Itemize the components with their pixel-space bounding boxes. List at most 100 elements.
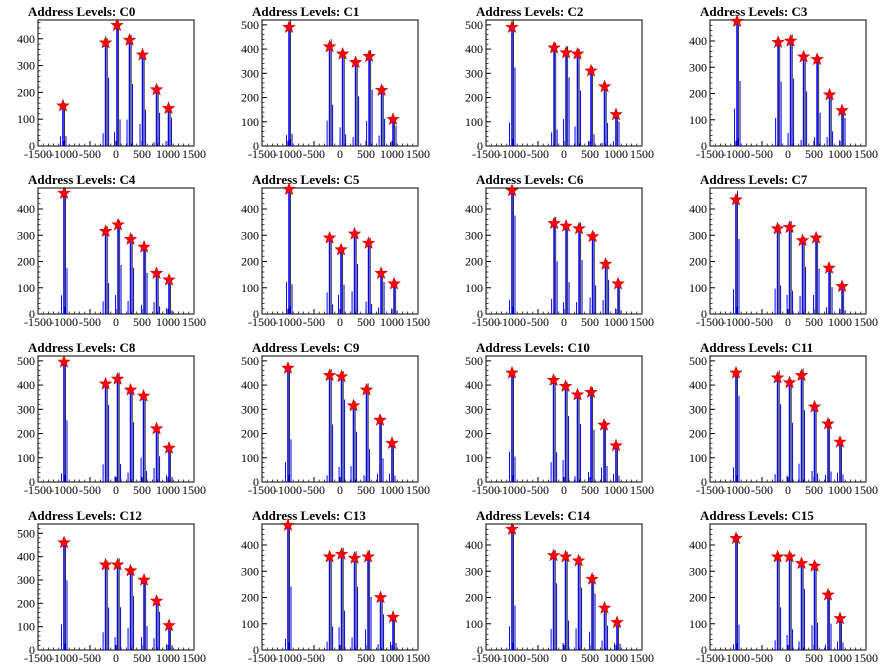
peak-marker: [334, 242, 348, 256]
y-tick-label: 400: [689, 378, 707, 392]
y-tick-label: 100: [465, 281, 483, 295]
y-tick-label: 300: [689, 60, 707, 74]
y-tick-label: 300: [17, 573, 35, 587]
y-tick-label: 0: [701, 139, 707, 153]
y-tick-label: 0: [29, 307, 35, 321]
peak-marker: [729, 531, 743, 545]
x-tick-label: 0: [561, 483, 567, 497]
peak-marker: [611, 276, 625, 290]
y-tick-label: 400: [241, 202, 259, 216]
peak-marker: [281, 361, 295, 374]
x-tick-label: 500: [581, 651, 599, 665]
peak-marker: [110, 371, 125, 385]
chart-title: Address Levels: C15: [700, 508, 814, 523]
x-tick-label: 500: [133, 651, 151, 665]
y-tick-label: 300: [689, 402, 707, 416]
x-tick-label: -1000: [498, 315, 526, 329]
y-tick-label: 100: [689, 617, 707, 631]
y-tick-label: 200: [241, 255, 259, 269]
chart-panel-c15: Address Levels: C15 0 100 200 300 400 -1500-10…: [689, 508, 878, 665]
x-tick-label: 1000: [604, 147, 628, 161]
chart-panel-c9: Address Levels: C90100200300400500-1500-…: [241, 340, 430, 497]
y-tick-label: 300: [17, 59, 35, 73]
x-tick-label: -1500: [472, 651, 500, 665]
peak-marker: [794, 556, 809, 570]
y-tick-label: 500: [689, 354, 707, 368]
peak-marker: [57, 535, 71, 549]
chart-panel-c14: Address Levels: C14 0 100 200 300 400 -1500-10…: [465, 508, 654, 665]
peak-marker: [110, 18, 124, 32]
y-tick-label: 200: [689, 255, 707, 269]
peak-marker: [609, 107, 623, 121]
peak-marker: [794, 368, 809, 382]
chart-title: Address Levels: C12: [28, 508, 142, 523]
x-tick-label: 0: [337, 651, 343, 665]
chart-title: Address Levels: C9: [252, 340, 360, 355]
peak-marker: [546, 373, 561, 386]
x-tick-label: -1500: [696, 147, 724, 161]
peak-marker: [361, 549, 375, 563]
peak-marker: [149, 593, 164, 607]
y-tick-label: 100: [241, 451, 259, 465]
peak-marker: [282, 182, 296, 196]
y-tick-label: 400: [465, 378, 483, 392]
x-tick-label: 500: [581, 147, 599, 161]
x-tick-label: 1000: [380, 483, 404, 497]
y-tick-label: 100: [465, 617, 483, 631]
y-tick-label: 100: [17, 112, 35, 126]
x-tick-label: -1000: [274, 483, 302, 497]
y-tick-label: 0: [477, 475, 483, 489]
peak-marker: [505, 20, 519, 33]
y-tick-label: 300: [17, 402, 35, 416]
x-tick-label: -500: [527, 651, 549, 665]
x-tick-label: 0: [785, 483, 791, 497]
y-tick-label: 100: [241, 617, 259, 631]
chart-title: Address Levels: C14: [476, 508, 590, 523]
x-tick-label: -1000: [274, 147, 302, 161]
x-tick-label: -1500: [24, 147, 52, 161]
y-tick-label: 300: [241, 66, 259, 80]
chart-title: Address Levels: C10: [476, 340, 590, 355]
peak-marker: [730, 14, 744, 28]
peak-marker: [281, 518, 295, 532]
x-tick-label: -1500: [248, 147, 276, 161]
peak-marker: [835, 279, 849, 293]
x-tick-label: 0: [561, 147, 567, 161]
peak-marker: [833, 611, 847, 625]
peak-marker: [546, 548, 561, 562]
y-tick-label: 100: [241, 281, 259, 295]
peak-marker: [361, 236, 376, 249]
peak-marker: [571, 553, 586, 567]
chart-panel-c11: Address Levels: C11 0 100 200 300 400 500 -1500…: [689, 340, 878, 497]
peak-marker: [161, 101, 176, 115]
peak-marker: [584, 63, 598, 77]
y-tick-label: 0: [253, 475, 259, 489]
y-tick-label: 100: [465, 115, 483, 129]
peak-marker: [322, 549, 337, 563]
peak-marker: [795, 233, 810, 247]
peak-marker: [833, 434, 847, 448]
peak-marker: [796, 49, 811, 63]
x-tick-label: -1500: [696, 651, 724, 665]
x-tick-label: 0: [561, 651, 567, 665]
y-tick-label: 400: [241, 378, 259, 392]
peak-marker: [821, 587, 835, 601]
peak-marker: [570, 46, 585, 60]
peak-marker: [782, 375, 797, 389]
peak-marker: [334, 547, 349, 560]
peak-marker: [598, 257, 613, 270]
y-tick-label: 100: [17, 281, 35, 295]
y-tick-label: 100: [689, 281, 707, 295]
peak-marker: [822, 261, 836, 274]
chart-panel-c10: Address Levels: C10 0 100 200 300 400 500 -1500…: [465, 340, 654, 497]
peak-marker: [597, 79, 612, 93]
y-tick-label: 0: [29, 643, 35, 657]
y-tick-label: 300: [241, 228, 259, 242]
x-tick-label: 500: [357, 483, 375, 497]
peak-marker: [322, 368, 337, 382]
y-tick-label: 100: [689, 451, 707, 465]
peak-marker: [809, 230, 823, 244]
peak-marker: [729, 365, 743, 379]
y-tick-label: 500: [465, 354, 483, 368]
x-tick-label: -1000: [50, 651, 78, 665]
